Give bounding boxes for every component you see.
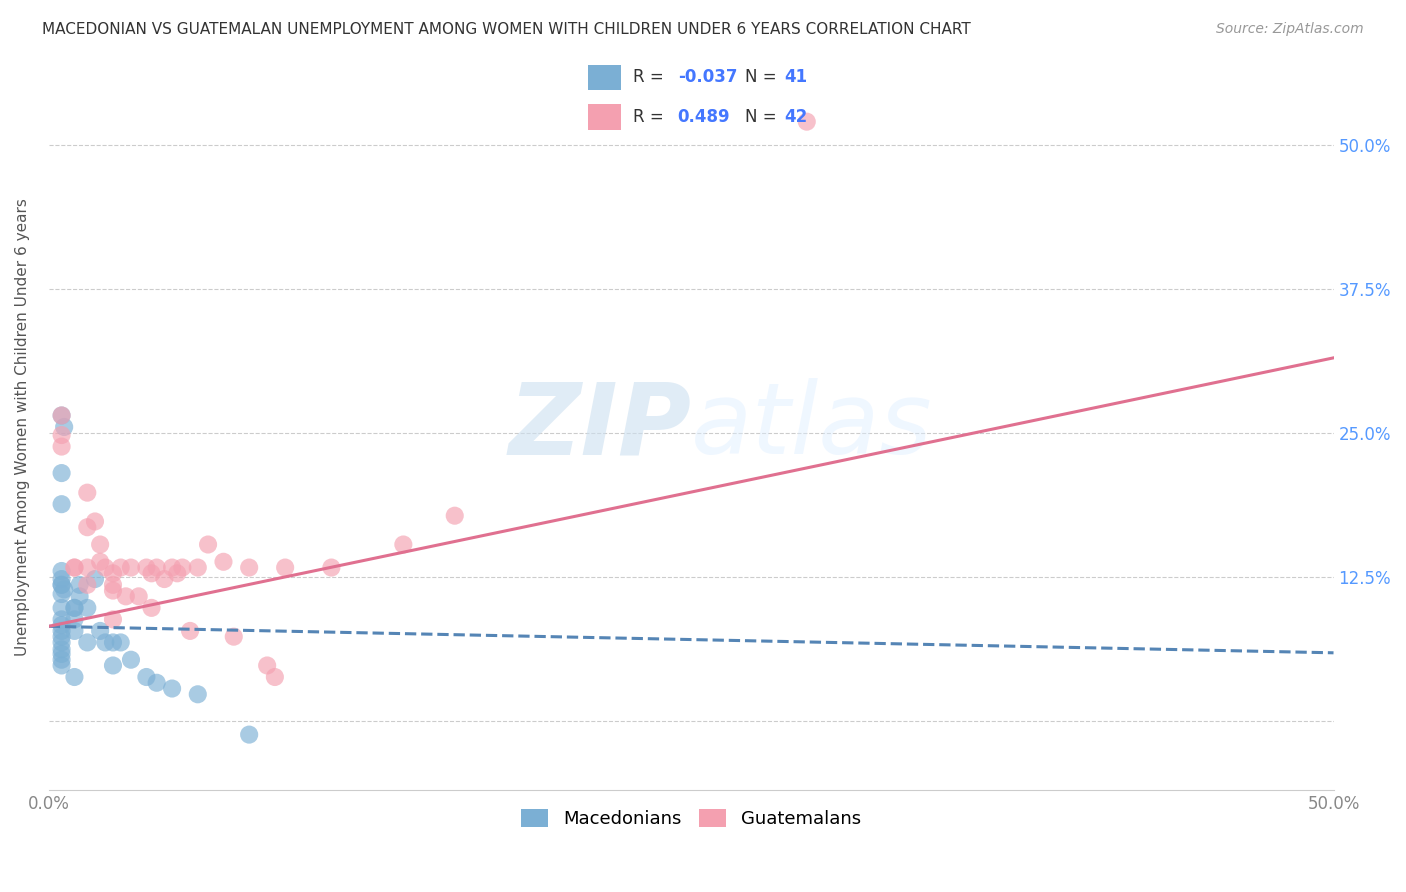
Point [53, 420, 76, 434]
Point [51, 564, 73, 578]
Point [238, 560, 260, 574]
Point [187, 687, 209, 701]
Point [141, 566, 163, 581]
Point [187, 560, 209, 574]
Point [51, 635, 73, 649]
Point [110, 560, 132, 574]
Point [51, 630, 73, 644]
Text: 42: 42 [785, 108, 808, 126]
Point [172, 560, 194, 574]
Point [63, 560, 86, 574]
Point [51, 612, 73, 626]
Point [145, 675, 167, 690]
Point [51, 497, 73, 511]
Point [101, 612, 124, 626]
Point [51, 409, 73, 423]
Text: 41: 41 [785, 69, 807, 87]
Text: MACEDONIAN VS GUATEMALAN UNEMPLOYMENT AMONG WOMEN WITH CHILDREN UNDER 6 YEARS CO: MACEDONIAN VS GUATEMALAN UNEMPLOYMENT AM… [42, 22, 972, 37]
Point [238, 728, 260, 742]
Point [212, 555, 235, 569]
Point [101, 566, 124, 581]
Point [76, 600, 98, 615]
Point [256, 658, 278, 673]
Point [51, 624, 73, 638]
Point [120, 560, 142, 574]
Point [69, 578, 91, 592]
Point [76, 520, 98, 534]
Point [153, 572, 176, 586]
Point [160, 560, 183, 574]
Point [51, 428, 73, 442]
Point [51, 600, 73, 615]
Point [114, 590, 136, 604]
Text: -0.037: -0.037 [678, 69, 737, 87]
Point [63, 624, 86, 638]
Point [51, 440, 73, 454]
Point [263, 670, 285, 684]
Point [76, 635, 98, 649]
Point [51, 409, 73, 423]
Text: 0.489: 0.489 [678, 108, 730, 126]
Point [51, 653, 73, 667]
Point [63, 600, 86, 615]
Point [84, 515, 107, 529]
Point [51, 587, 73, 601]
Point [76, 560, 98, 574]
Point [160, 681, 183, 696]
Point [179, 624, 201, 638]
Point [51, 647, 73, 661]
Text: N =: N = [745, 108, 776, 126]
Point [128, 590, 150, 604]
Point [166, 566, 188, 581]
Point [321, 560, 343, 574]
Point [51, 642, 73, 657]
Point [101, 578, 124, 592]
Point [101, 635, 124, 649]
Point [51, 578, 73, 592]
Point [63, 600, 86, 615]
Point [51, 572, 73, 586]
Point [110, 635, 132, 649]
Point [76, 485, 98, 500]
Point [94, 635, 117, 649]
Point [84, 572, 107, 586]
Point [443, 508, 465, 523]
Bar [588, 64, 621, 90]
Text: atlas: atlas [692, 378, 932, 475]
Point [135, 560, 157, 574]
Point [51, 578, 73, 592]
Point [120, 653, 142, 667]
Text: ZIP: ZIP [508, 378, 692, 475]
Point [197, 537, 219, 551]
Point [145, 560, 167, 574]
Point [76, 578, 98, 592]
Point [51, 466, 73, 480]
Point [89, 555, 111, 569]
Legend: Macedonians, Guatemalans: Macedonians, Guatemalans [515, 802, 868, 835]
Point [51, 658, 73, 673]
Bar [588, 104, 621, 130]
Point [141, 600, 163, 615]
Point [94, 560, 117, 574]
Text: Source: ZipAtlas.com: Source: ZipAtlas.com [1216, 22, 1364, 37]
Point [51, 618, 73, 632]
Point [63, 560, 86, 574]
Point [63, 612, 86, 626]
Point [392, 537, 415, 551]
Text: R =: R = [633, 69, 664, 87]
Point [69, 590, 91, 604]
Point [63, 670, 86, 684]
Text: N =: N = [745, 69, 776, 87]
Y-axis label: Unemployment Among Women with Children Under 6 years: Unemployment Among Women with Children U… [15, 198, 30, 656]
Point [135, 670, 157, 684]
Point [796, 114, 818, 128]
Point [89, 537, 111, 551]
Point [274, 560, 297, 574]
Point [101, 658, 124, 673]
Text: R =: R = [633, 108, 664, 126]
Point [89, 624, 111, 638]
Point [101, 583, 124, 598]
Point [53, 582, 76, 597]
Point [222, 630, 245, 644]
